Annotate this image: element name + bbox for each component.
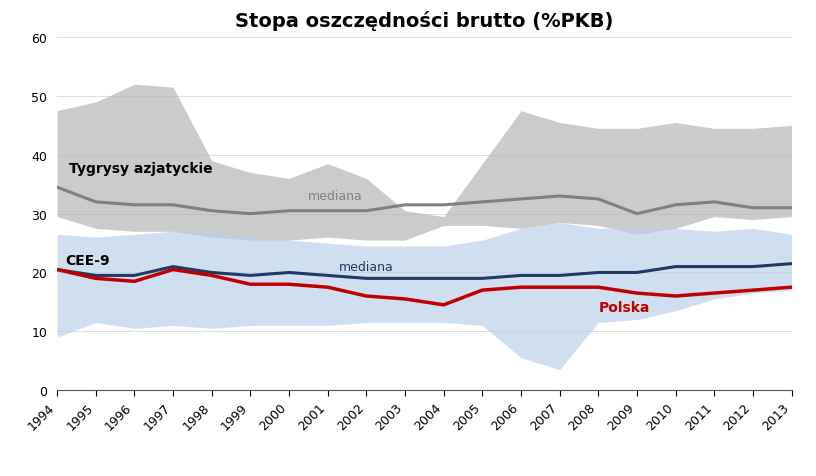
Text: mediana: mediana [308, 189, 363, 202]
Title: Stopa oszczędności brutto (%PKB): Stopa oszczędności brutto (%PKB) [235, 11, 614, 31]
Text: Tygrysy azjatyckie: Tygrysy azjatyckie [69, 162, 212, 176]
Text: mediana: mediana [339, 260, 394, 273]
Text: CEE-9: CEE-9 [64, 253, 109, 267]
Text: Polska: Polska [598, 300, 650, 314]
